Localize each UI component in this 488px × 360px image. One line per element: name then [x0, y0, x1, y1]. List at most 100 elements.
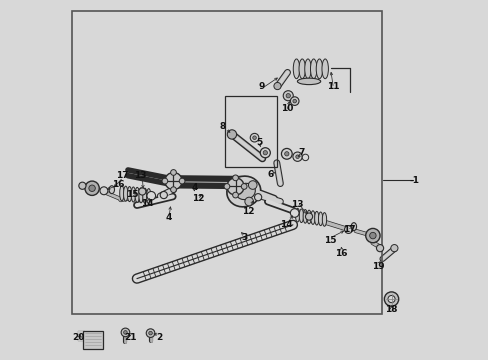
- Circle shape: [305, 213, 312, 220]
- Ellipse shape: [293, 59, 299, 79]
- Circle shape: [376, 244, 383, 252]
- Ellipse shape: [139, 188, 143, 203]
- Circle shape: [284, 152, 288, 156]
- Ellipse shape: [322, 213, 326, 226]
- Circle shape: [232, 175, 238, 181]
- Circle shape: [344, 226, 352, 233]
- Circle shape: [148, 331, 152, 335]
- Circle shape: [170, 170, 176, 175]
- Circle shape: [248, 181, 257, 189]
- Circle shape: [384, 292, 398, 306]
- Circle shape: [146, 329, 155, 337]
- Ellipse shape: [310, 59, 316, 79]
- Text: 6: 6: [266, 170, 273, 179]
- Circle shape: [390, 244, 397, 252]
- Polygon shape: [78, 331, 83, 339]
- Ellipse shape: [135, 187, 139, 202]
- Text: 13: 13: [134, 171, 146, 180]
- Circle shape: [250, 134, 258, 142]
- Circle shape: [295, 155, 299, 158]
- Ellipse shape: [142, 188, 147, 203]
- Circle shape: [162, 178, 167, 184]
- Circle shape: [254, 194, 261, 201]
- Circle shape: [147, 192, 155, 200]
- Circle shape: [281, 148, 292, 159]
- Text: 2: 2: [156, 333, 162, 342]
- Ellipse shape: [123, 186, 127, 201]
- Text: 18: 18: [385, 305, 397, 314]
- Text: 16: 16: [334, 249, 347, 258]
- Text: 16: 16: [112, 180, 124, 189]
- Bar: [72, 12, 381, 315]
- Text: 12: 12: [192, 194, 204, 203]
- Circle shape: [273, 82, 281, 90]
- Ellipse shape: [297, 78, 320, 85]
- Text: 14: 14: [141, 199, 153, 208]
- FancyBboxPatch shape: [83, 330, 103, 349]
- Circle shape: [290, 209, 298, 217]
- Text: 5: 5: [256, 138, 262, 147]
- Circle shape: [285, 94, 290, 98]
- Circle shape: [123, 330, 127, 334]
- Ellipse shape: [235, 183, 255, 200]
- Circle shape: [89, 185, 95, 192]
- Text: 12: 12: [242, 207, 254, 216]
- Ellipse shape: [306, 210, 311, 224]
- Circle shape: [164, 172, 182, 190]
- Circle shape: [292, 152, 302, 161]
- Circle shape: [263, 150, 267, 155]
- Bar: [224, 96, 276, 167]
- Text: 11: 11: [326, 82, 339, 91]
- Circle shape: [170, 187, 176, 193]
- Text: 15: 15: [323, 236, 335, 245]
- Ellipse shape: [303, 210, 307, 223]
- Circle shape: [302, 154, 308, 161]
- Ellipse shape: [316, 59, 322, 79]
- Text: -1: -1: [409, 176, 419, 185]
- Circle shape: [139, 188, 145, 195]
- Ellipse shape: [321, 59, 328, 79]
- Text: 17: 17: [115, 171, 128, 180]
- Ellipse shape: [310, 211, 314, 224]
- Text: 4: 4: [191, 183, 197, 192]
- Ellipse shape: [226, 176, 260, 207]
- Text: 21: 21: [124, 333, 137, 342]
- Ellipse shape: [318, 212, 322, 226]
- Circle shape: [244, 197, 253, 206]
- Circle shape: [226, 178, 244, 195]
- Text: 13: 13: [291, 200, 303, 209]
- Text: 4: 4: [165, 213, 172, 222]
- Circle shape: [241, 184, 246, 189]
- Text: 15: 15: [126, 190, 139, 199]
- Ellipse shape: [146, 189, 151, 204]
- Circle shape: [292, 99, 296, 103]
- Polygon shape: [83, 331, 89, 339]
- Ellipse shape: [109, 186, 114, 194]
- Circle shape: [179, 178, 184, 184]
- Text: 10: 10: [280, 104, 292, 113]
- Text: 7: 7: [298, 148, 305, 157]
- Text: 3: 3: [241, 233, 247, 242]
- Circle shape: [85, 181, 99, 195]
- Ellipse shape: [298, 59, 305, 79]
- Circle shape: [79, 182, 86, 189]
- Circle shape: [224, 184, 229, 189]
- Ellipse shape: [127, 186, 131, 202]
- Circle shape: [227, 130, 236, 139]
- Circle shape: [369, 232, 375, 239]
- Circle shape: [387, 296, 394, 303]
- Circle shape: [121, 328, 129, 337]
- Circle shape: [260, 148, 270, 158]
- Ellipse shape: [350, 223, 356, 230]
- Text: 20: 20: [73, 333, 85, 342]
- Circle shape: [290, 97, 298, 105]
- Ellipse shape: [314, 211, 318, 225]
- Ellipse shape: [299, 209, 303, 222]
- Text: 19: 19: [371, 262, 384, 271]
- Circle shape: [283, 91, 293, 101]
- Circle shape: [252, 136, 256, 139]
- Ellipse shape: [295, 208, 299, 222]
- Circle shape: [232, 178, 241, 187]
- Ellipse shape: [131, 187, 135, 202]
- Ellipse shape: [120, 186, 124, 201]
